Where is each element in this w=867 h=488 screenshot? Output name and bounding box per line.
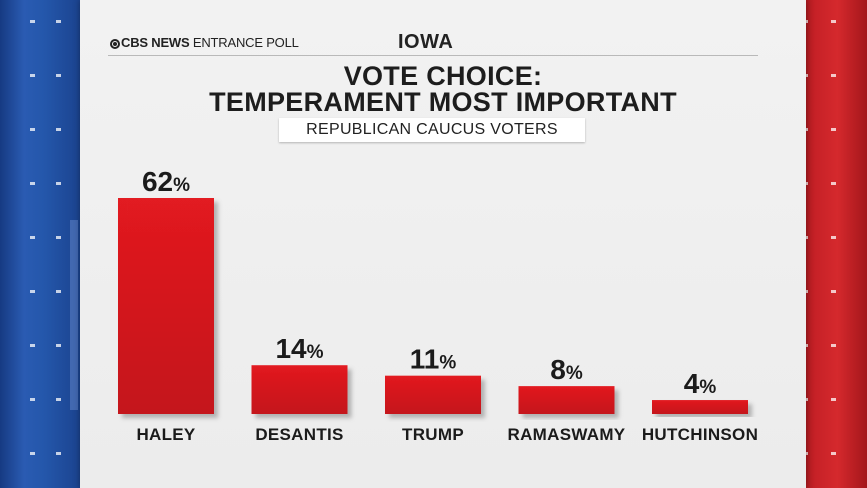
chart-title-line-2: TEMPERAMENT MOST IMPORTANT: [209, 87, 677, 117]
left-stripe-marks-2: [52, 0, 66, 488]
value-label-ramaswamy: 8%: [550, 354, 583, 385]
bar-haley: [118, 198, 214, 414]
value-label-desantis: 14%: [275, 333, 323, 364]
cbs-news-brand: CBS NEWS ENTRANCE POLL: [110, 35, 299, 50]
cbs-eye-icon: [110, 39, 120, 49]
bar-trump: [385, 375, 481, 414]
bar-desantis: [251, 365, 348, 414]
chart-subtitle-badge: REPUBLICAN CAUCUS VOTERS: [279, 118, 585, 142]
bars-layer: 62% HALEY 14% DESANTIS 11% TRUMP 8% RAMASWAMY 4%…: [118, 166, 758, 444]
value-label-trump: 11%: [410, 344, 457, 375]
bar-chart: 62% HALEY 14% DESANTIS 11% TRUMP 8% RAMASWAMY 4%…: [118, 166, 758, 444]
brand-subtitle: ENTRANCE POLL: [189, 35, 299, 50]
category-label-trump: TRUMP: [402, 425, 464, 444]
left-stripe-marks: [26, 0, 40, 488]
category-label-hutchinson: HUTCHINSON: [642, 425, 758, 444]
category-label-ramaswamy: RAMASWAMY: [508, 425, 626, 444]
value-label-hutchinson: 4%: [684, 368, 717, 399]
right-stripe-marks-2: [827, 0, 841, 488]
category-label-desantis: DESANTIS: [255, 425, 343, 444]
category-label-haley: HALEY: [136, 425, 195, 444]
bar-hutchinson: [652, 400, 748, 414]
header-row: CBS NEWS ENTRANCE POLL IOWA: [108, 31, 756, 54]
left-blue-stripe: [0, 0, 80, 488]
poll-graphic-panel: CBS NEWS ENTRANCE POLL IOWA VOTE CHOICE:…: [80, 0, 806, 488]
value-label-haley: 62%: [142, 166, 190, 197]
state-title: IOWA: [398, 31, 454, 53]
chart-title-line-1: VOTE CHOICE:: [343, 61, 543, 91]
header-divider: [108, 55, 758, 56]
bar-ramaswamy: [518, 386, 615, 414]
brand-name: CBS NEWS: [121, 35, 190, 50]
left-edge-strip: [70, 220, 78, 410]
